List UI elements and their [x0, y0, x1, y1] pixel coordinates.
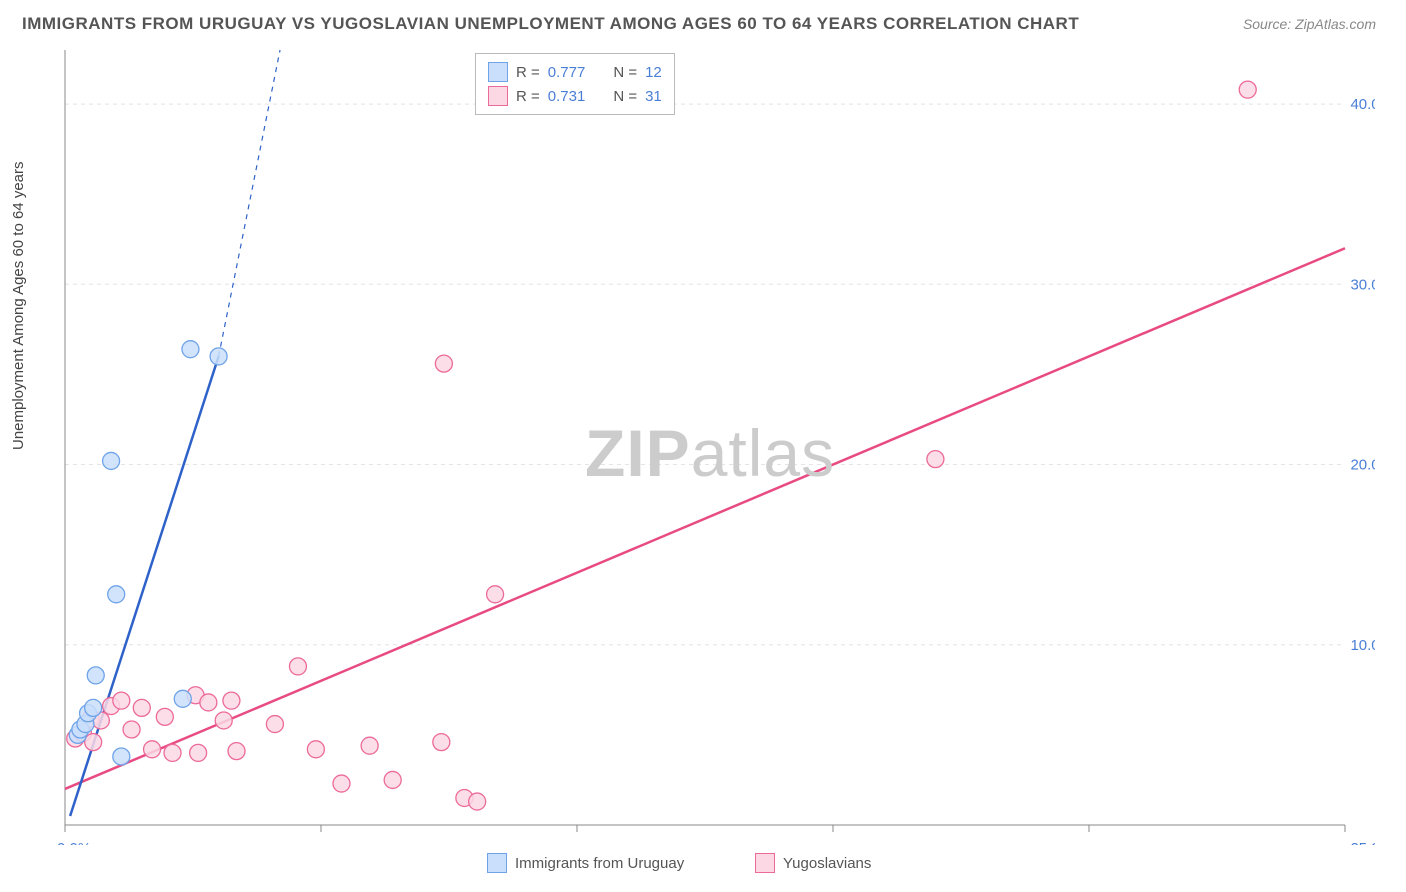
r-value-yugoslavians: 0.731 — [548, 88, 586, 105]
r-label: R = — [516, 88, 540, 105]
swatch-uruguay — [488, 62, 508, 82]
n-value-uruguay: 12 — [645, 64, 662, 81]
y-axis-label: Unemployment Among Ages 60 to 64 years — [10, 161, 27, 450]
y-tick-label: 10.0% — [1350, 637, 1375, 654]
swatch-yugoslavians — [488, 86, 508, 106]
source-label: Source: ZipAtlas.com — [1243, 16, 1376, 32]
legend-row-yugoslavians: R = 0.731 N = 31 — [488, 84, 662, 108]
n-label: N = — [613, 64, 637, 81]
y-tick-label: 30.0% — [1350, 276, 1375, 293]
legend-row-uruguay: R = 0.777 N = 12 — [488, 60, 662, 84]
x-legend-uruguay: Immigrants from Uruguay — [487, 853, 684, 873]
x-legend-yugoslavians: Yugoslavians — [755, 853, 871, 873]
x-tick-label: 0.0% — [57, 840, 91, 845]
r-value-uruguay: 0.777 — [548, 64, 586, 81]
swatch-uruguay-icon — [487, 853, 507, 873]
swatch-yugoslavians-icon — [755, 853, 775, 873]
r-label: R = — [516, 64, 540, 81]
n-value-yugoslavians: 31 — [645, 88, 662, 105]
series-label-yugoslavians: Yugoslavians — [783, 855, 871, 872]
plot-area: 10.0%20.0%30.0%40.0%0.0%25.0% ZIPatlas R… — [55, 45, 1375, 845]
stats-legend: R = 0.777 N = 12 R = 0.731 N = 31 — [475, 53, 675, 115]
scatter-chart: 10.0% 20.0% 30.0% 40.0% 0.0% 25.0% — [55, 45, 1375, 845]
y-tick-label: 20.0% — [1350, 457, 1375, 474]
y-tick-label: 40.0% — [1350, 96, 1375, 113]
series-label-uruguay: Immigrants from Uruguay — [515, 855, 684, 872]
chart-title: IMMIGRANTS FROM URUGUAY VS YUGOSLAVIAN U… — [22, 14, 1079, 34]
x-tick-label: 25.0% — [1350, 840, 1375, 845]
n-label: N = — [613, 88, 637, 105]
